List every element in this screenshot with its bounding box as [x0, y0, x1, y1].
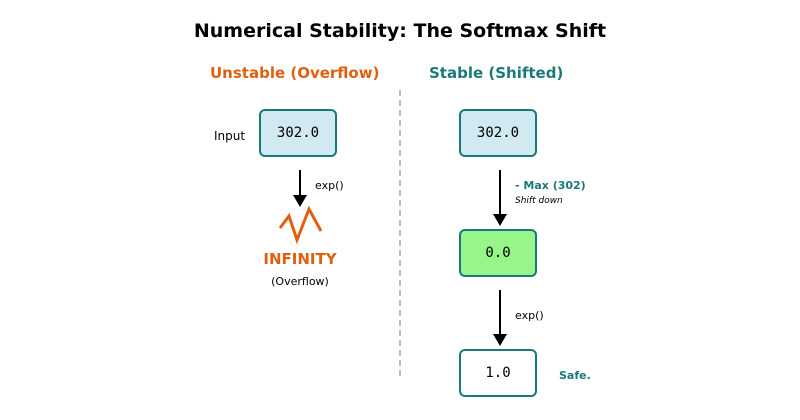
shift-max-label: - Max (302) [515, 179, 586, 192]
input-label: Input [214, 129, 246, 143]
unstable-input-box: 302.0 [259, 109, 337, 157]
diagram-title: Numerical Stability: The Softmax Shift [193, 20, 607, 42]
zigzag-overflow-icon [278, 205, 323, 245]
shift-down-label: Shift down [515, 196, 563, 206]
stable-exp-label: exp() [515, 309, 544, 322]
overflow-sublabel: (Overflow) [271, 275, 329, 288]
safe-note: Safe. [559, 369, 591, 382]
unstable-heading: Unstable (Overflow) [210, 64, 380, 82]
shifted-value-box: 0.0 [459, 229, 537, 277]
stable-input-box: 302.0 [459, 109, 537, 157]
result-value-box: 1.0 [459, 349, 537, 397]
infinity-label: INFINITY [263, 250, 337, 268]
arrow-down-icon [293, 170, 307, 207]
arrow-down-icon [493, 170, 507, 226]
arrow-down-icon [493, 290, 507, 346]
unstable-exp-label: exp() [315, 179, 344, 192]
stable-heading: Stable (Shifted) [429, 64, 564, 82]
